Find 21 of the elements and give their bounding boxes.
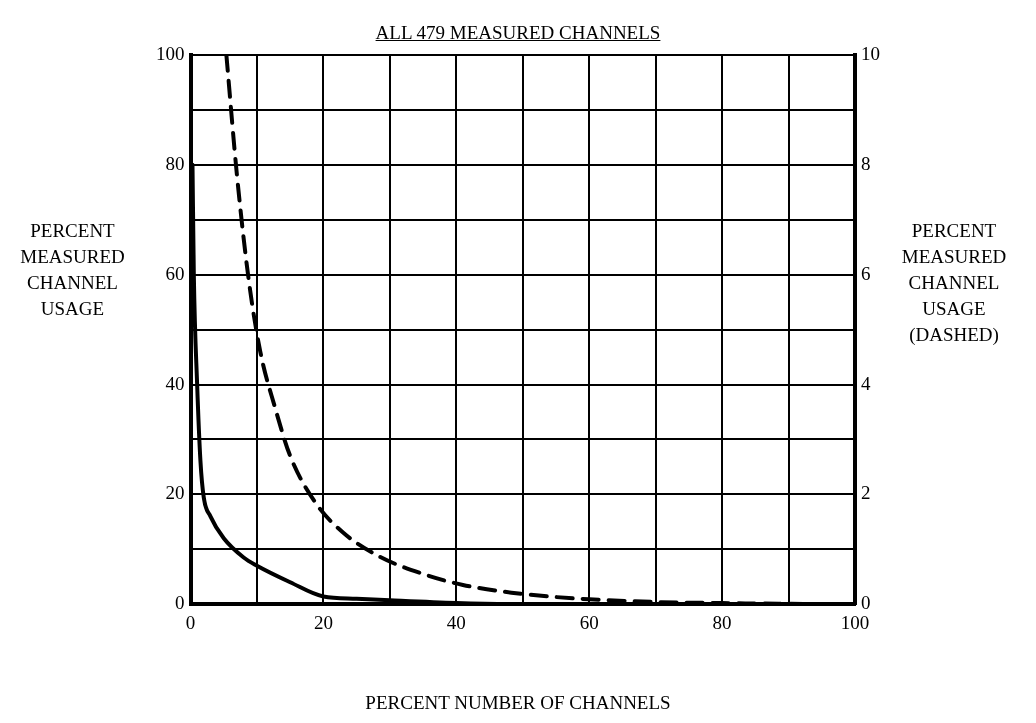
- y-tick-label: 0: [175, 592, 185, 614]
- y-axis-title: PERCENT MEASURED CHANNEL USAGE: [19, 219, 126, 321]
- x-tick-label: 40: [446, 611, 466, 633]
- y-tick-label: 20: [165, 482, 185, 504]
- y2-tick-label: 10: [861, 42, 880, 64]
- y2-tick-label: 0: [861, 592, 871, 614]
- y2-tick-label: 6: [861, 262, 871, 284]
- chart-title: ALL 479 MEASURED CHANNELS: [374, 22, 662, 44]
- y2-tick-label: 2: [861, 482, 871, 504]
- y2-axis-title: PERCENT MEASURED CHANNEL USAGE (DASHED): [900, 219, 1008, 347]
- y-tick-label: 100: [156, 42, 185, 64]
- x-tick-label: 20: [313, 611, 333, 633]
- y-tick-label: 60: [165, 262, 185, 284]
- y2-tick-label: 8: [861, 152, 871, 174]
- y2-tick-label: 4: [861, 372, 871, 394]
- x-tick-label: 100: [840, 611, 870, 633]
- x-tick-label: 80: [712, 611, 732, 633]
- y-tick-label: 80: [165, 152, 185, 174]
- x-tick-label: 60: [579, 611, 599, 633]
- y-tick-label: 40: [165, 372, 185, 394]
- x-axis-title: PERCENT NUMBER OF CHANNELS: [364, 691, 672, 715]
